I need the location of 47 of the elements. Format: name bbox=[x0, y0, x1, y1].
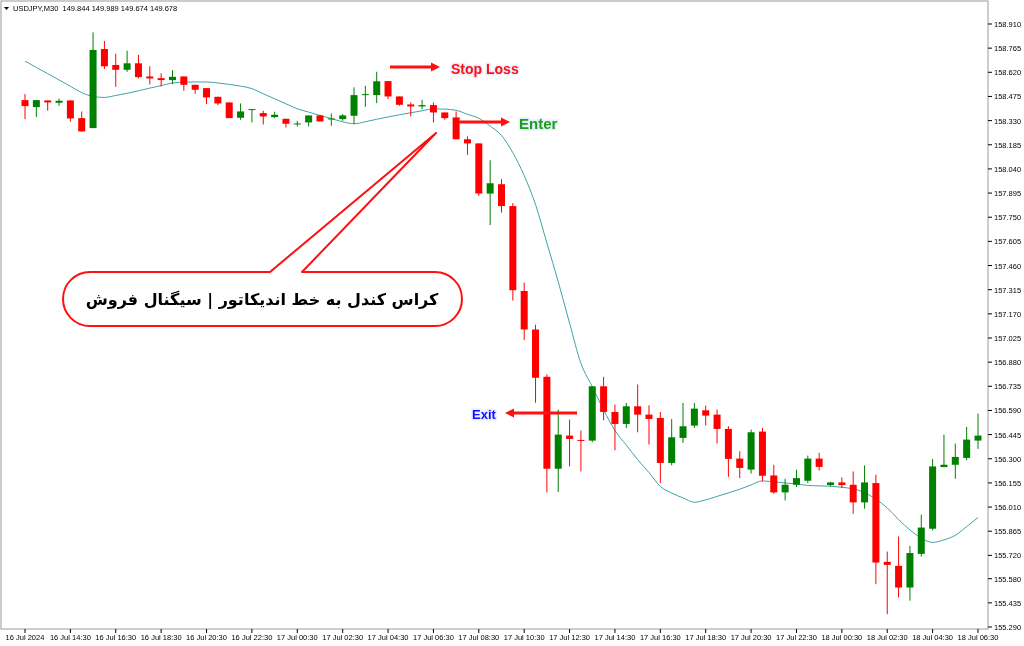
candlestick bbox=[713, 409, 721, 445]
candlestick bbox=[21, 93, 29, 120]
candlestick bbox=[838, 476, 846, 489]
candlestick bbox=[679, 402, 687, 444]
candlestick bbox=[463, 135, 471, 156]
candlestick bbox=[963, 426, 971, 461]
annotation: کراس کندل به خط اندیکاتور | سیگنال فروش bbox=[85, 290, 440, 310]
candlestick bbox=[66, 99, 74, 123]
candlestick bbox=[690, 402, 698, 429]
candlestick bbox=[951, 443, 959, 480]
candlestick bbox=[327, 112, 335, 127]
candlestick bbox=[849, 470, 857, 515]
candlestick bbox=[373, 71, 381, 104]
candlestick bbox=[44, 99, 52, 112]
candlestick bbox=[157, 72, 165, 87]
candlestick bbox=[134, 54, 142, 79]
candlestick bbox=[883, 551, 891, 615]
candlestick bbox=[804, 455, 812, 484]
line-series bbox=[24, 60, 979, 543]
candlestick bbox=[566, 419, 574, 467]
candlestick bbox=[634, 383, 642, 433]
candlestick bbox=[350, 86, 358, 125]
annotation: Stop Loss bbox=[451, 61, 519, 77]
candlestick bbox=[577, 430, 585, 472]
candlestick bbox=[498, 178, 505, 214]
candlestick bbox=[452, 110, 460, 140]
candlestick bbox=[112, 53, 120, 88]
candlestick bbox=[770, 464, 778, 495]
candlestick bbox=[645, 404, 653, 446]
candlestick bbox=[100, 40, 108, 70]
candlestick bbox=[622, 402, 630, 429]
annotation: Exit bbox=[472, 407, 497, 422]
candlestick bbox=[611, 404, 619, 451]
candlestick bbox=[861, 464, 869, 510]
candlestick bbox=[123, 50, 131, 73]
candlestick bbox=[248, 108, 256, 123]
candlestick bbox=[55, 97, 63, 107]
candlestick bbox=[974, 413, 982, 450]
candlestick bbox=[702, 405, 710, 427]
candlestick bbox=[781, 478, 789, 501]
candlestick bbox=[429, 101, 437, 123]
candlestick bbox=[736, 450, 744, 479]
candlestick bbox=[486, 159, 494, 226]
annotation: Enter bbox=[519, 115, 558, 132]
candlestick bbox=[895, 536, 903, 599]
candlestick bbox=[146, 65, 154, 85]
candlestick bbox=[361, 85, 369, 108]
